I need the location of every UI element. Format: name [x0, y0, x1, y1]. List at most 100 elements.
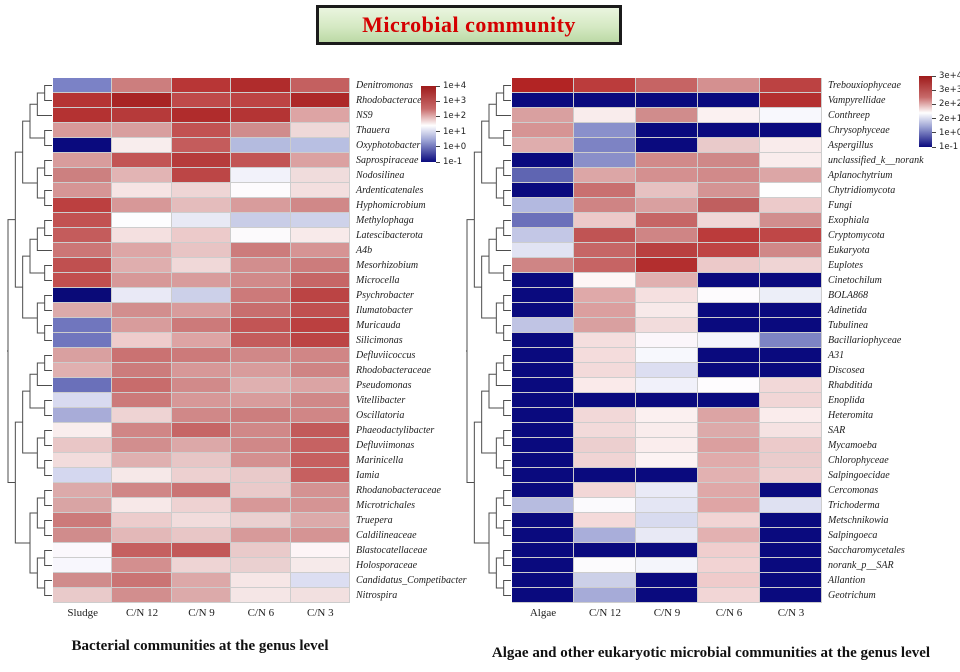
heatmap-cell [290, 558, 349, 572]
legend-tick-mark [932, 132, 936, 134]
heatmap-cell [512, 588, 573, 602]
row-label: Rhodanobacteraceae [356, 485, 441, 496]
heatmap-cell [53, 303, 112, 317]
heatmap-cell [574, 468, 635, 482]
heatmap-cell [512, 378, 573, 392]
heatmap-cell [290, 78, 349, 92]
heatmap-cell [290, 513, 349, 527]
heatmap-cell [171, 588, 231, 602]
heatmap-cell [112, 78, 171, 92]
heatmap-cell [512, 408, 573, 422]
heatmap-cell [171, 498, 231, 512]
column-label: C/N 12 [588, 607, 622, 619]
heatmap-cell [574, 273, 635, 287]
heatmap-cell [698, 378, 759, 392]
heatmap-cell [512, 453, 573, 467]
heatmap-cell [231, 123, 290, 137]
heatmap-cell [290, 348, 349, 362]
heatmap-cell [112, 228, 171, 242]
heatmap-cell [290, 588, 349, 602]
heatmap-cell [231, 348, 290, 362]
heatmap-cell [53, 183, 112, 197]
heatmap-cell [290, 123, 349, 137]
heatmap-cell [760, 468, 821, 482]
heatmap-cell [231, 108, 290, 122]
heatmap-cell [636, 573, 697, 587]
legend-tick-label: 1e+1 [443, 126, 467, 137]
row-label: A31 [828, 350, 845, 361]
row-label: Rhodobacteraceae [356, 365, 431, 376]
row-label: unclassified_k__norank [828, 155, 924, 166]
heatmap-cell [112, 588, 171, 602]
heatmap-cell [290, 288, 349, 302]
heatmap-cell [698, 93, 759, 107]
heatmap-cell [574, 108, 635, 122]
heatmap-cell [290, 468, 349, 482]
heatmap-cell [636, 288, 697, 302]
column-label: C/N 6 [247, 607, 275, 619]
heatmap-cell [636, 543, 697, 557]
heatmap-cell [290, 393, 349, 407]
heatmap-cell [231, 573, 290, 587]
heatmap-cell [112, 273, 171, 287]
heatmap-cell [53, 243, 112, 257]
heatmap-cell [112, 498, 171, 512]
heatmap-cell [231, 438, 290, 452]
heatmap-cell [171, 423, 231, 437]
heatmap-cell [636, 528, 697, 542]
heatmap-cell [636, 93, 697, 107]
heatmap-cell [231, 333, 290, 347]
heatmap-cell [698, 393, 759, 407]
heatmap-cell [53, 198, 112, 212]
heatmap-cell [574, 483, 635, 497]
heatmap-cell [231, 393, 290, 407]
heatmap-cell [636, 168, 697, 182]
heatmap-cell [574, 333, 635, 347]
row-label: Pseudomonas [356, 380, 412, 391]
heatmap-cell [112, 153, 171, 167]
heatmap-cell [290, 363, 349, 377]
column-label: C/N 3 [777, 607, 805, 619]
heatmap-cell [290, 183, 349, 197]
heatmap-cell [760, 273, 821, 287]
heatmap-cell [112, 333, 171, 347]
heatmap-cell [512, 213, 573, 227]
heatmap-cell [171, 213, 231, 227]
heatmap-cell [636, 273, 697, 287]
heatmap-cell [512, 123, 573, 137]
heatmap-cell [636, 348, 697, 362]
heatmap-cell [574, 213, 635, 227]
legend-colorbar [919, 76, 932, 147]
heatmap-cell [574, 228, 635, 242]
heatmap-cell [171, 183, 231, 197]
heatmap-cell [636, 198, 697, 212]
heatmap-cell [698, 153, 759, 167]
heatmap-cell [636, 213, 697, 227]
heatmap-cell [636, 333, 697, 347]
heatmap-cell [53, 438, 112, 452]
row-label: Adinetida [828, 305, 867, 316]
heatmap-cell [574, 183, 635, 197]
heatmap-cell [574, 363, 635, 377]
heatmap-cell [698, 288, 759, 302]
heatmap-cell [231, 78, 290, 92]
heatmap-cell [698, 498, 759, 512]
heatmap-cell [53, 363, 112, 377]
heatmap-cell [53, 123, 112, 137]
heatmap-cell [171, 318, 231, 332]
heatmap-cell [231, 93, 290, 107]
legend-tick-mark [436, 100, 440, 102]
legend-tick-mark [436, 131, 440, 133]
row-label: Denitromonas [356, 80, 413, 91]
row-label: Thauera [356, 125, 390, 136]
heatmap-cell [171, 243, 231, 257]
heatmap-cell [290, 213, 349, 227]
heatmap-cell [231, 363, 290, 377]
heatmap-cell [53, 573, 112, 587]
column-label: C/N 6 [715, 607, 743, 619]
heatmap-cell [171, 153, 231, 167]
heatmap-cell [53, 513, 112, 527]
heatmap-cell [112, 453, 171, 467]
heatmap-cell [574, 438, 635, 452]
heatmap-cell [698, 558, 759, 572]
